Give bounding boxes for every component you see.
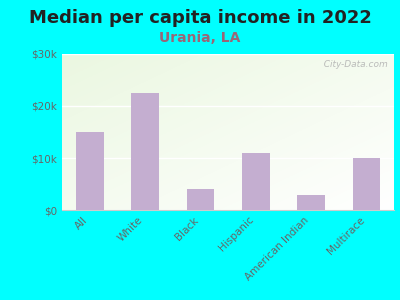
Bar [186,189,214,210]
Bar [352,158,380,210]
Bar [131,93,159,210]
Bar [76,132,104,210]
Bar [297,195,325,210]
Text: City-Data.com: City-Data.com [318,60,387,69]
Text: Urania, LA: Urania, LA [159,32,241,46]
Text: Median per capita income in 2022: Median per capita income in 2022 [28,9,372,27]
Bar [242,153,270,210]
